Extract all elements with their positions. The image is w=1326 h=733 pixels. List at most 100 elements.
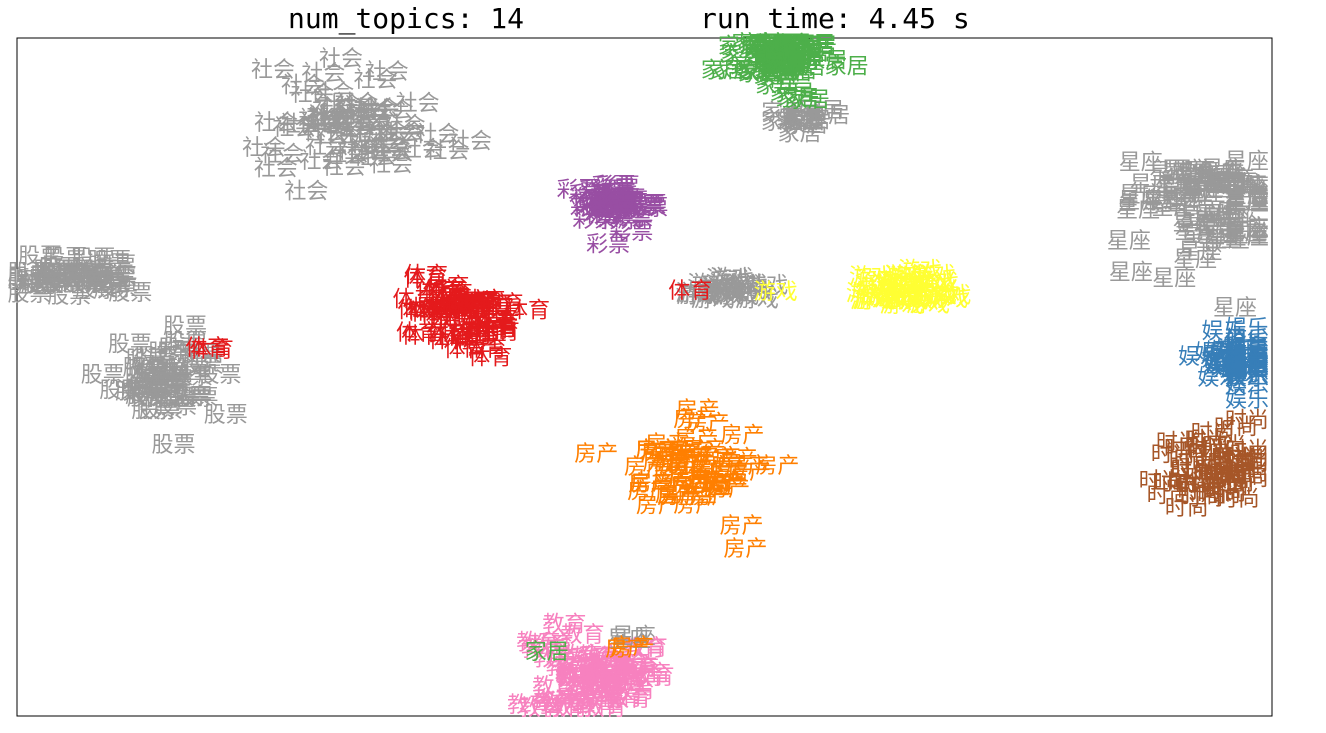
point-label: 体育	[438, 294, 482, 319]
point-label: 房产	[714, 446, 758, 471]
point-label: 星座	[1205, 203, 1249, 228]
point-label: 娱乐	[1225, 316, 1269, 341]
point-label: 彩票	[593, 192, 637, 217]
point-label: 股票	[87, 272, 131, 297]
point-label: 星座	[1225, 174, 1269, 199]
point-label: 娱乐	[1225, 354, 1269, 379]
point-label: 体育	[450, 295, 494, 320]
point-label: 娱乐	[1204, 340, 1248, 365]
point-label: 体育	[185, 336, 229, 361]
point-label: 家居	[730, 55, 774, 80]
point-label: 房产	[703, 470, 747, 495]
point-label: 彩票	[604, 192, 648, 217]
point-label: 股票	[180, 354, 224, 379]
point-label: 股票	[115, 380, 159, 405]
point-label: 社会	[319, 104, 363, 129]
point-label: 星座	[1107, 229, 1151, 254]
point-label: 股票	[124, 367, 168, 392]
point-label: 游戏	[860, 285, 904, 310]
point-label: 彩票	[609, 206, 653, 231]
point-label: 星座	[1225, 183, 1269, 208]
point-label: 家居	[773, 59, 817, 84]
point-label: 股票	[20, 273, 64, 298]
point-label: 股票	[99, 379, 143, 404]
point-label: 体育	[429, 281, 473, 306]
point-label: 家居	[762, 50, 806, 75]
point-label: 房产	[694, 449, 738, 474]
point-label: 股票	[67, 263, 111, 288]
point-label: 股票	[81, 363, 125, 388]
point-label: 股票	[197, 363, 241, 388]
point-label: 彩票	[624, 196, 668, 221]
point-label: 体育	[407, 300, 451, 325]
point-label: 股票	[128, 376, 172, 401]
point-label: 星座	[1196, 228, 1240, 253]
point-label: 房产	[688, 467, 732, 492]
point-label: 房产	[682, 438, 726, 463]
point-label: 房产	[653, 464, 697, 489]
point-label: 股票	[148, 340, 192, 365]
point-label: 体育	[461, 289, 505, 314]
point-label: 家居	[769, 48, 813, 73]
point-label: 游戏	[676, 283, 720, 308]
point-label: 股票	[108, 281, 152, 306]
point-label: 社会	[346, 122, 390, 147]
point-label: 游戏	[877, 270, 921, 295]
point-label: 体育	[457, 295, 501, 320]
point-label: 社会	[322, 155, 366, 180]
point-label: 娱乐	[1225, 338, 1269, 363]
point-label: 社会	[337, 139, 381, 164]
point-label: 星座	[1218, 177, 1262, 202]
point-label: 体育	[404, 263, 448, 288]
point-label: 社会	[353, 145, 397, 170]
point-label: 家居	[763, 41, 807, 66]
point-label: 家居	[768, 60, 812, 85]
point-label: 社会	[298, 108, 342, 133]
point-label: 星座	[1201, 203, 1245, 228]
point-label: 家居	[770, 81, 814, 106]
point-label: 房产	[635, 438, 679, 463]
point-label: 体育	[443, 297, 487, 322]
point-label: 游戏	[724, 273, 768, 298]
point-label: 游戏	[909, 272, 953, 297]
point-label: 体育	[444, 337, 488, 362]
point-label: 股票	[75, 278, 119, 303]
point-label: 股票	[72, 247, 116, 272]
point-label: 游戏	[910, 283, 954, 308]
point-label: 股票	[33, 258, 77, 283]
point-label: 社会	[382, 114, 426, 139]
point-label: 房产	[727, 460, 771, 485]
point-label: 娱乐	[1225, 356, 1269, 381]
point-label: 股票	[204, 403, 248, 428]
point-label: 体育	[392, 287, 436, 312]
point-label: 房产	[657, 483, 701, 508]
point-label: 家居	[753, 53, 797, 78]
point-label: 体育	[475, 312, 519, 337]
point-label: 家居	[770, 44, 814, 69]
point-label: 体育	[473, 307, 517, 332]
point-label: 社会	[356, 97, 400, 122]
point-label: 星座	[1152, 267, 1196, 292]
point-label: 房产	[686, 473, 730, 498]
point-label: 游戏	[690, 280, 734, 305]
point-label: 家居	[764, 45, 808, 70]
point-label: 家居	[754, 42, 798, 67]
point-label: 股票	[41, 262, 85, 287]
point-label: 星座	[1213, 170, 1257, 195]
point-label: 股票	[142, 377, 186, 402]
point-label: 社会	[355, 122, 399, 147]
point-label: 彩票	[595, 191, 639, 216]
point-label: 股票	[8, 261, 52, 286]
point-label: 房产	[673, 493, 717, 518]
point-label: 娱乐	[1225, 366, 1269, 391]
point-label: 游戏	[710, 267, 754, 292]
point-label: 房产	[624, 455, 668, 480]
point-label: 家居	[779, 35, 823, 60]
point-label: 星座	[1223, 221, 1267, 246]
point-label: 房产	[691, 457, 735, 482]
point-label: 体育	[441, 320, 485, 345]
point-label: 彩票	[590, 188, 634, 213]
point-label: 家居	[755, 42, 799, 67]
point-label: 体育	[451, 291, 495, 316]
